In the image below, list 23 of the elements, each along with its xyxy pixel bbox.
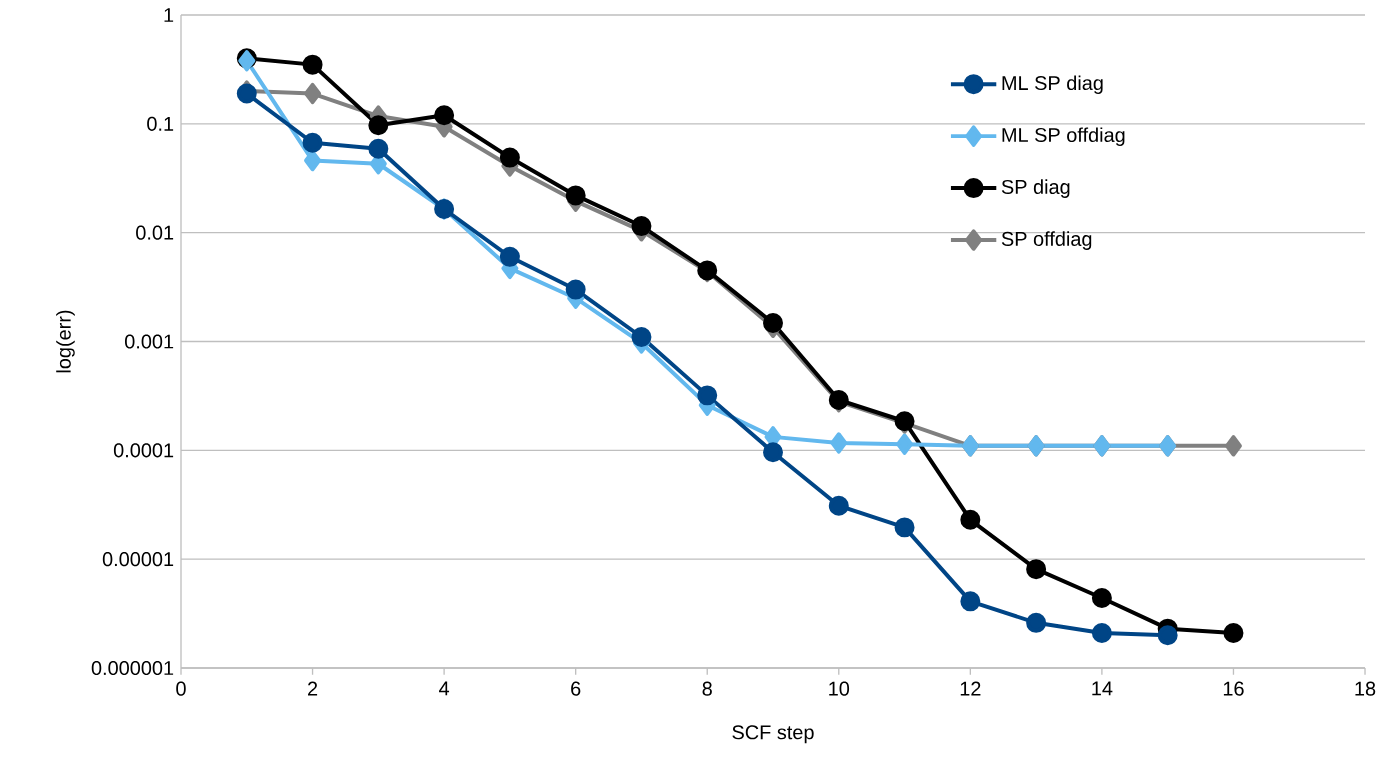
- x-tick-label: 0: [176, 681, 186, 696]
- y-tick-label: 0.00001: [102, 552, 174, 567]
- legend-label: ML SP offdiag: [1002, 127, 1125, 146]
- x-tick-label: 2: [308, 681, 318, 696]
- y-tick-label: 1: [164, 8, 174, 22]
- y-tick-label: 0.01: [136, 225, 174, 240]
- y-axis-title: log(err): [56, 310, 75, 373]
- x-tick-label: 14: [1092, 681, 1113, 696]
- x-tick-label: 10: [829, 681, 850, 696]
- x-tick-label: 12: [960, 681, 981, 696]
- x-tick-label: 8: [702, 681, 712, 696]
- legend-label: ML SP diag: [1002, 75, 1103, 95]
- x-tick-label: 16: [1223, 681, 1244, 696]
- y-tick-label: 0.000001: [91, 660, 174, 676]
- x-tick-label: 6: [571, 681, 581, 696]
- x-axis-title: SCF step: [732, 725, 814, 744]
- legend-label: SP diag: [1001, 179, 1070, 198]
- y-tick-label: 0.1: [147, 116, 174, 131]
- legend-label: SP offdiag: [1001, 231, 1092, 250]
- x-tick-label: 4: [439, 681, 450, 696]
- y-tick-label: 0.001: [125, 334, 174, 349]
- y-tick-label: 0.0001: [113, 443, 174, 458]
- x-tick-label: 18: [1355, 681, 1376, 696]
